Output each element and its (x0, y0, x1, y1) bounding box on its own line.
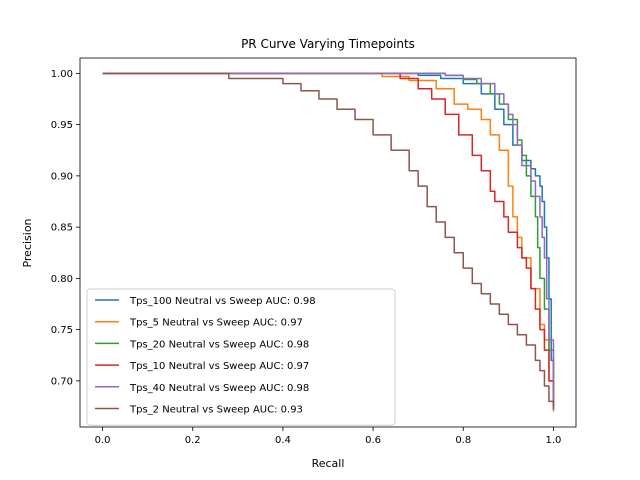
series-line-4 (102, 72, 555, 402)
y-tick-label: 0.75 (51, 325, 73, 336)
y-tick-label: 0.80 (51, 274, 73, 285)
x-axis-label: Recall (312, 457, 345, 470)
x-tick-label: 0.6 (365, 435, 381, 446)
legend-entry-4: Tps_40 Neutral vs Sweep AUC: 0.98 (129, 383, 309, 394)
x-tick-label: 0.2 (185, 435, 201, 446)
y-tick-label: 1.00 (51, 69, 73, 80)
chart-title: PR Curve Varying Timepoints (241, 37, 415, 51)
legend-box (86, 288, 396, 426)
legend-entry-5: Tps_2 Neutral vs Sweep AUC: 0.93 (129, 405, 303, 416)
x-axis-ticks: 0.0 0.2 0.4 0.6 0.8 1.0 (95, 427, 562, 446)
y-tick-label: 0.70 (51, 376, 73, 387)
plot-frame (79, 57, 577, 428)
y-axis-ticks: 0.70 0.75 0.80 0.85 0.90 0.95 1.00 (51, 69, 80, 387)
legend-entry-3: Tps_10 Neutral vs Sweep AUC: 0.97 (129, 361, 309, 372)
series-line-3 (102, 72, 555, 407)
y-tick-label: 0.90 (51, 171, 73, 182)
series-line-5 (102, 72, 555, 410)
y-tick-label: 0.85 (51, 223, 73, 234)
y-axis-label: Precision (21, 218, 34, 267)
y-tick-label: 0.95 (51, 120, 73, 131)
legend-entry-1: Tps_5 Neutral vs Sweep AUC: 0.97 (129, 318, 303, 329)
x-tick-label: 1.0 (546, 435, 562, 446)
x-tick-label: 0.8 (455, 435, 471, 446)
x-tick-label: 0.0 (95, 435, 111, 446)
series-line-1 (102, 72, 555, 412)
legend: Tps_100 Neutral vs Sweep AUC: 0.98 Tps_5 … (86, 288, 396, 426)
x-tick-label: 0.4 (275, 435, 291, 446)
plot-lines (102, 72, 555, 412)
legend-entry-2: Tps_20 Neutral vs Sweep AUC: 0.98 (129, 339, 309, 350)
legend-entry-0: Tps_100 Neutral vs Sweep AUC: 0.98 (129, 296, 316, 307)
